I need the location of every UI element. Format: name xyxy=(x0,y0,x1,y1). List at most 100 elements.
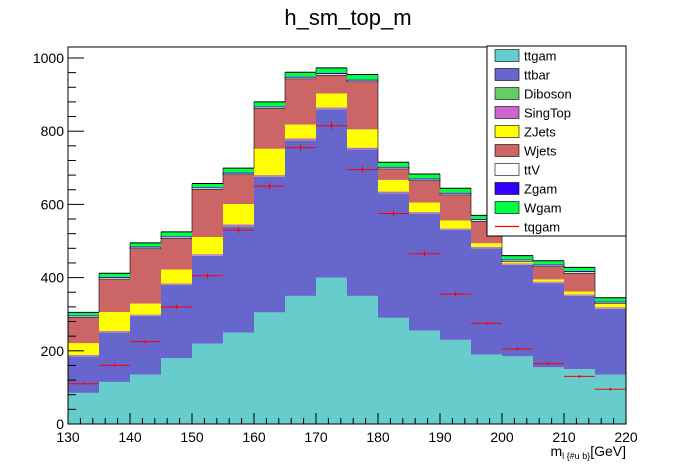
bar-segment-ttbar xyxy=(440,230,471,340)
x-tick-label: 150 xyxy=(180,429,204,445)
bar-segment-zjets xyxy=(254,148,285,176)
bar-segment-zjets xyxy=(502,261,533,264)
bar-segment-singtop xyxy=(409,212,440,214)
bar-segment-ttgam xyxy=(502,356,533,424)
bar-segment-zjets xyxy=(595,303,626,308)
bar-stack-group xyxy=(67,67,627,424)
bar-segment-wgam xyxy=(161,231,192,237)
bar-segment-wgam xyxy=(409,174,440,179)
bar-segment-ttv xyxy=(129,246,162,249)
bar-segment-ttgam xyxy=(254,312,285,424)
bar-segment-wgam xyxy=(347,74,378,80)
bar-segment-ttgam xyxy=(99,381,130,424)
bar-segment-ttgam xyxy=(68,392,99,424)
legend-label-wjets: Wjets xyxy=(524,144,557,159)
bar-segment-singtop xyxy=(130,314,161,316)
bar-segment-zgam xyxy=(595,301,626,303)
x-tick-label: 210 xyxy=(552,429,576,445)
bar-segment-ttv xyxy=(160,236,193,239)
signal-point xyxy=(578,375,581,378)
bar-segment-singtop xyxy=(440,228,471,230)
bar-segment-ttv xyxy=(563,271,596,274)
legend-swatch-ttbar xyxy=(494,68,520,81)
chart-title: h_sm_top_m xyxy=(284,5,411,30)
bar-segment-ttbar xyxy=(471,248,502,355)
bar-segment-singtop xyxy=(68,354,99,356)
signal-point xyxy=(454,292,457,296)
bar-segment-ttbar xyxy=(533,283,564,368)
bar-segment-zjets xyxy=(130,303,161,315)
y-axis: 0 200 400 600 800 1000 xyxy=(33,50,84,432)
bar-segment-wgam xyxy=(99,273,130,277)
legend-label-ttbar: ttbar xyxy=(524,68,551,83)
signal-point xyxy=(423,252,426,256)
bar-segment-zgam xyxy=(347,79,378,81)
x-axis-title-tail: [GeV] xyxy=(590,443,626,459)
legend-label-zjets: ZJets xyxy=(524,125,556,140)
bar-segment-wgam xyxy=(130,242,161,247)
bar-segment-singtop xyxy=(254,175,285,177)
bar-segment-singtop xyxy=(564,294,595,296)
bar-segment-wjets xyxy=(378,168,409,180)
legend: ttgam ttbar Diboson SingTop ZJets Wjets ttV Zga… xyxy=(486,45,627,237)
bar-segment-ttgam xyxy=(192,343,223,424)
bar-segment-zjets xyxy=(533,279,564,282)
bar-segment-zgam xyxy=(533,264,564,266)
bar-segment-ttgam xyxy=(533,367,564,424)
legend-swatch-wjets xyxy=(494,144,520,157)
bar-segment-ttv xyxy=(408,178,441,181)
bar-segment-ttgam xyxy=(409,330,440,424)
bar-segment-ttv xyxy=(532,264,565,267)
bar-segment-ttbar xyxy=(595,308,626,375)
bar-segment-singtop xyxy=(502,263,533,265)
bar-segment-wgam xyxy=(502,255,533,260)
bar-segment-ttv xyxy=(222,172,255,176)
bar-segment-zjets xyxy=(161,269,192,284)
y-tick-label: 0 xyxy=(56,416,64,432)
signal-point xyxy=(299,146,302,149)
legend-label-singtop: SingTop xyxy=(524,106,571,121)
signal-point xyxy=(330,124,333,127)
bar-segment-ttgam xyxy=(161,358,192,424)
bar-segment-wjets xyxy=(409,180,440,203)
y-tick-label: 400 xyxy=(41,270,65,286)
bar-segment-ttgam xyxy=(564,369,595,424)
bar-segment-zjets xyxy=(409,202,440,213)
bar-segment-singtop xyxy=(192,254,223,256)
bar-segment-wgam xyxy=(378,162,409,167)
signal-point xyxy=(361,168,364,171)
bar-segment-wgam xyxy=(533,260,564,265)
legend-swatch-ttgam xyxy=(494,49,520,62)
bar-segment-ttbar xyxy=(99,332,130,382)
bar-segment-ttbar xyxy=(192,255,223,344)
signal-point xyxy=(485,322,488,325)
bar-segment-ttv xyxy=(377,167,410,170)
bar-segment-ttbar xyxy=(409,213,440,331)
x-tick-label: 220 xyxy=(614,429,638,445)
bar-segment-ttv xyxy=(594,301,627,304)
bar-segment-singtop xyxy=(99,331,130,333)
bar-segment-wjets xyxy=(223,174,254,205)
bar-segment-zjets xyxy=(471,243,502,247)
bar-segment-zgam xyxy=(99,276,130,278)
x-tick-label: 160 xyxy=(242,429,266,445)
signal-point xyxy=(392,212,395,215)
bar-segment-wjets xyxy=(316,75,347,94)
bar-segment-singtop xyxy=(161,283,192,285)
bar-segment-wgam xyxy=(564,267,595,272)
bar-segment-zjets xyxy=(99,311,130,332)
bar-segment-zgam xyxy=(192,187,223,188)
bar-segment-ttbar xyxy=(68,356,99,393)
signal-point xyxy=(516,347,519,351)
y-tick-label: 200 xyxy=(41,343,65,359)
bar-segment-ttbar xyxy=(347,149,378,296)
bar-segment-wjets xyxy=(564,273,595,292)
bar-segment-zjets xyxy=(285,124,316,139)
bar-segment-ttgam xyxy=(285,295,316,424)
bar-segment-wjets xyxy=(533,266,564,280)
bar-segment-zgam xyxy=(409,178,440,180)
bar-segment-wgam xyxy=(595,297,626,302)
bar-segment-wjets xyxy=(99,279,130,312)
signal-point xyxy=(82,382,85,385)
signal-points-group xyxy=(68,122,626,391)
